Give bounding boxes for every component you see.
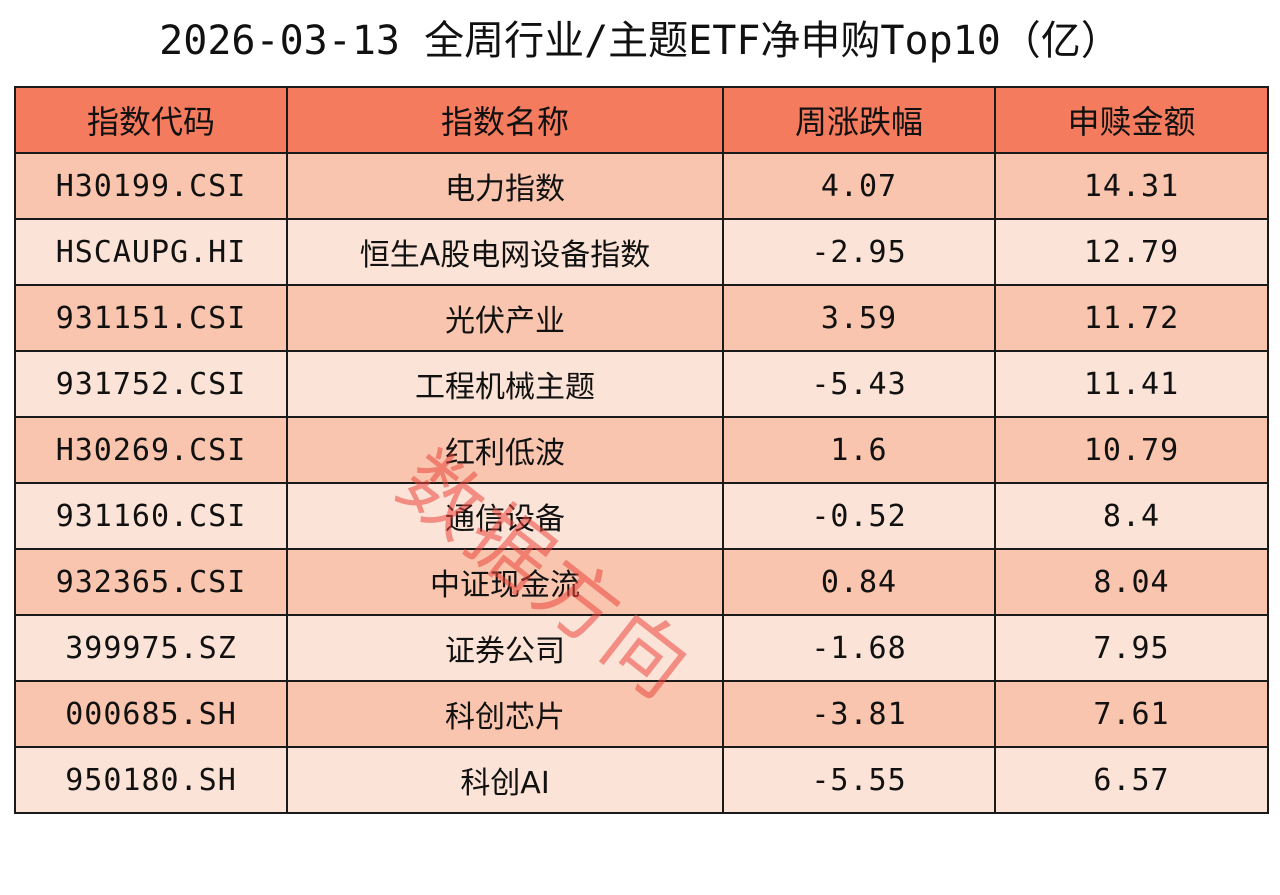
cell-weekly-change: 0.84 [722, 548, 996, 616]
cell-weekly-change: 3.59 [722, 284, 996, 352]
cell-index-name: 科创芯片 [286, 680, 724, 748]
page-title: 2026-03-13 全周行业/主题ETF净申购Top10（亿） [159, 18, 1121, 64]
cell-index-code: 000685.SH [14, 680, 288, 748]
table-header-row: 指数代码 指数名称 周涨跌幅 申赎金额 [14, 86, 1269, 154]
cell-net-amount: 14.31 [994, 152, 1269, 220]
table-row: H30269.CSI 红利低波 1.6 10.79 [14, 416, 1269, 484]
cell-index-name: 电力指数 [286, 152, 724, 220]
etf-table: 指数代码 指数名称 周涨跌幅 申赎金额 H30199.CSI 电力指数 4.07… [14, 86, 1269, 814]
table-row: 931151.CSI 光伏产业 3.59 11.72 [14, 284, 1269, 352]
cell-index-name: 中证现金流 [286, 548, 724, 616]
column-header-amount: 申赎金额 [994, 86, 1269, 154]
cell-index-name: 工程机械主题 [286, 350, 724, 418]
table-row: H30199.CSI 电力指数 4.07 14.31 [14, 152, 1269, 220]
cell-net-amount: 8.04 [994, 548, 1269, 616]
cell-index-code: H30199.CSI [14, 152, 288, 220]
cell-net-amount: 8.4 [994, 482, 1269, 550]
column-header-code: 指数代码 [14, 86, 288, 154]
cell-index-code: 931151.CSI [14, 284, 288, 352]
cell-weekly-change: -1.68 [722, 614, 996, 682]
cell-net-amount: 6.57 [994, 746, 1269, 814]
cell-weekly-change: -5.55 [722, 746, 996, 814]
cell-net-amount: 11.72 [994, 284, 1269, 352]
cell-net-amount: 7.61 [994, 680, 1269, 748]
cell-index-name: 科创AI [286, 746, 724, 814]
table-row: 931752.CSI 工程机械主题 -5.43 11.41 [14, 350, 1269, 418]
cell-weekly-change: 1.6 [722, 416, 996, 484]
cell-weekly-change: -3.81 [722, 680, 996, 748]
cell-index-code: 931160.CSI [14, 482, 288, 550]
cell-index-code: 950180.SH [14, 746, 288, 814]
table-row: 932365.CSI 中证现金流 0.84 8.04 [14, 548, 1269, 616]
cell-index-name: 通信设备 [286, 482, 724, 550]
cell-index-code: HSCAUPG.HI [14, 218, 288, 286]
table-row: 399975.SZ 证券公司 -1.68 7.95 [14, 614, 1269, 682]
cell-index-code: 399975.SZ [14, 614, 288, 682]
cell-weekly-change: -5.43 [722, 350, 996, 418]
cell-net-amount: 7.95 [994, 614, 1269, 682]
cell-net-amount: 11.41 [994, 350, 1269, 418]
cell-net-amount: 12.79 [994, 218, 1269, 286]
table-row: HSCAUPG.HI 恒生A股电网设备指数 -2.95 12.79 [14, 218, 1269, 286]
cell-weekly-change: 4.07 [722, 152, 996, 220]
cell-index-name: 证券公司 [286, 614, 724, 682]
cell-index-code: H30269.CSI [14, 416, 288, 484]
cell-index-code: 931752.CSI [14, 350, 288, 418]
cell-index-name: 光伏产业 [286, 284, 724, 352]
cell-weekly-change: -0.52 [722, 482, 996, 550]
cell-weekly-change: -2.95 [722, 218, 996, 286]
column-header-change: 周涨跌幅 [722, 86, 996, 154]
column-header-name: 指数名称 [286, 86, 724, 154]
cell-net-amount: 10.79 [994, 416, 1269, 484]
cell-index-name: 红利低波 [286, 416, 724, 484]
table-row: 950180.SH 科创AI -5.55 6.57 [14, 746, 1269, 814]
cell-index-code: 932365.CSI [14, 548, 288, 616]
table-row: 931160.CSI 通信设备 -0.52 8.4 [14, 482, 1269, 550]
table-row: 000685.SH 科创芯片 -3.81 7.61 [14, 680, 1269, 748]
cell-index-name: 恒生A股电网设备指数 [286, 218, 724, 286]
